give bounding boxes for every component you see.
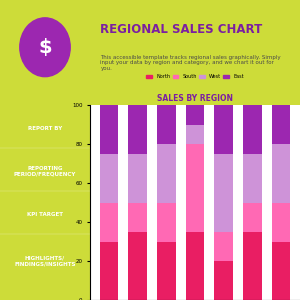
Bar bbox=[243, 105, 262, 154]
Text: KPI TARGET: KPI TARGET bbox=[27, 212, 63, 217]
Bar bbox=[214, 105, 233, 154]
Bar bbox=[186, 232, 204, 300]
Bar bbox=[128, 154, 147, 202]
Bar bbox=[157, 242, 176, 300]
Bar bbox=[214, 261, 233, 300]
Bar bbox=[100, 202, 118, 242]
Bar bbox=[157, 144, 176, 203]
Legend: North, South, West, East: North, South, West, East bbox=[144, 72, 246, 81]
Title: SALES BY REGION: SALES BY REGION bbox=[157, 94, 233, 103]
Bar bbox=[272, 242, 290, 300]
Bar bbox=[128, 202, 147, 232]
Bar bbox=[214, 232, 233, 261]
Text: REPORT BY: REPORT BY bbox=[28, 126, 62, 131]
Bar bbox=[243, 232, 262, 300]
Bar bbox=[186, 105, 204, 124]
Circle shape bbox=[20, 18, 70, 76]
Bar bbox=[243, 202, 262, 232]
Bar bbox=[157, 202, 176, 242]
Bar bbox=[243, 154, 262, 202]
Bar bbox=[100, 105, 118, 154]
Text: $: $ bbox=[38, 38, 52, 57]
Text: This accessible template tracks regional sales graphically. Simply
input your da: This accessible template tracks regional… bbox=[100, 55, 281, 71]
Bar bbox=[272, 144, 290, 203]
Bar bbox=[100, 154, 118, 202]
Bar bbox=[186, 124, 204, 144]
Bar bbox=[128, 105, 147, 154]
Text: HIGHLIGHTS/
FINDINGS/INSIGHTS: HIGHLIGHTS/ FINDINGS/INSIGHTS bbox=[14, 256, 76, 266]
Bar bbox=[272, 202, 290, 242]
Bar bbox=[100, 242, 118, 300]
Bar bbox=[186, 144, 204, 232]
Bar bbox=[214, 154, 233, 232]
Bar bbox=[128, 232, 147, 300]
Text: REGIONAL SALES CHART: REGIONAL SALES CHART bbox=[100, 23, 263, 36]
Bar bbox=[157, 105, 176, 144]
Bar bbox=[272, 105, 290, 144]
Text: REPORTING
PERIOD/FREQUENCY: REPORTING PERIOD/FREQUENCY bbox=[14, 166, 76, 177]
